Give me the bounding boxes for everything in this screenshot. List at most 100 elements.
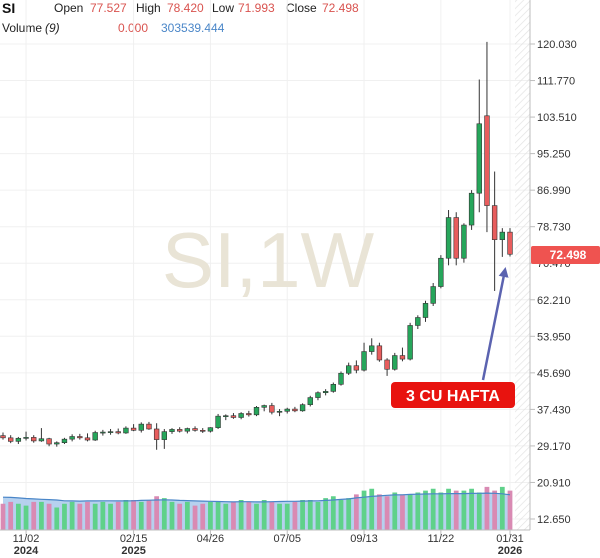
candle-body xyxy=(69,436,75,440)
candle-body xyxy=(422,303,429,318)
candle-body xyxy=(223,415,229,418)
candle xyxy=(84,433,91,442)
volume-bar xyxy=(231,501,236,530)
y-tick-label: 45.690 xyxy=(537,368,571,380)
volume-bar xyxy=(184,501,190,530)
x-tick-year: 2024 xyxy=(14,545,39,557)
volume-bar xyxy=(377,494,382,530)
volume-bar xyxy=(154,496,160,530)
grid xyxy=(0,0,530,530)
candle-body xyxy=(23,437,29,439)
volume-bar xyxy=(277,503,282,530)
candle-body xyxy=(200,430,206,432)
candle-body xyxy=(138,423,144,431)
candle-body xyxy=(77,436,83,439)
volume-bar xyxy=(330,496,336,530)
candle-body xyxy=(315,392,321,398)
candle xyxy=(353,360,360,374)
y-tick-label: 86.990 xyxy=(537,185,571,197)
candles xyxy=(0,41,513,450)
volume-bar xyxy=(92,503,98,530)
candle-body xyxy=(484,115,490,206)
volume-bar xyxy=(492,490,498,530)
volume-bar xyxy=(346,498,352,530)
candle xyxy=(77,433,83,440)
volume-bar xyxy=(31,501,37,530)
candle-body xyxy=(177,429,183,432)
volume-bar xyxy=(177,503,183,530)
volume-bar xyxy=(300,500,305,530)
candle xyxy=(123,426,129,434)
candle-body xyxy=(299,404,306,412)
volume-bar xyxy=(469,488,474,530)
candle xyxy=(92,430,98,441)
candle-body xyxy=(491,205,498,240)
candle-body xyxy=(15,437,22,442)
candle xyxy=(361,342,367,372)
volume-bar xyxy=(446,488,451,530)
candle-body xyxy=(499,231,505,240)
candle-body xyxy=(284,408,290,412)
candle-body xyxy=(230,415,237,418)
volume-bar xyxy=(361,490,367,530)
volume-bar xyxy=(315,501,321,530)
candle-body xyxy=(84,437,91,441)
volume-bar xyxy=(407,494,413,530)
candle xyxy=(0,432,6,440)
volume-bar xyxy=(507,490,513,530)
candle-body xyxy=(453,217,459,259)
candle-body xyxy=(161,431,167,440)
price-tag-bg xyxy=(531,246,600,264)
volume-bar xyxy=(261,500,267,530)
volume-bar xyxy=(169,501,175,530)
candle xyxy=(276,409,283,417)
candle-body xyxy=(276,410,283,413)
x-tick-label: 09/13 xyxy=(350,533,378,545)
candle xyxy=(415,315,421,330)
candle-body xyxy=(0,435,6,439)
volume-bar xyxy=(0,503,6,530)
high-value: 78.420 xyxy=(167,1,204,15)
candle xyxy=(230,413,237,419)
candle-body xyxy=(507,231,513,255)
candle-body xyxy=(346,365,352,374)
volume-param: (9) xyxy=(45,21,60,35)
last-price-tag: 72.498 xyxy=(531,246,600,264)
volume-bar xyxy=(292,501,298,530)
volume-bar xyxy=(415,492,421,530)
candle xyxy=(38,428,45,442)
candle xyxy=(223,414,229,421)
volume-bar xyxy=(77,503,83,530)
candle-body xyxy=(107,431,114,433)
chart-header: SI Open 77.527 High 78.420 Low 71.993 Cl… xyxy=(0,0,600,38)
candle-body xyxy=(130,427,137,431)
candle xyxy=(161,428,167,449)
future-area-hatch xyxy=(515,0,530,530)
candle-body xyxy=(92,432,98,441)
high-label: High xyxy=(136,1,161,15)
volume-bar xyxy=(307,500,313,530)
x-tick-year: 2025 xyxy=(121,545,145,557)
volume-bar xyxy=(161,498,167,530)
y-tick-label: 95.250 xyxy=(537,149,571,161)
candle xyxy=(115,428,121,435)
volume-bar xyxy=(146,500,152,530)
candle-body xyxy=(307,397,313,405)
candle-body xyxy=(438,257,444,287)
y-tick-label: 37.430 xyxy=(537,404,571,416)
candle xyxy=(422,300,429,322)
candle-body xyxy=(376,345,383,361)
volume-bar xyxy=(69,501,75,530)
candle-body xyxy=(100,431,106,434)
x-tick-label: 11/02 xyxy=(13,533,40,545)
volume-bar xyxy=(46,503,52,530)
candle-body xyxy=(146,423,152,430)
candle xyxy=(207,427,214,433)
candle-body xyxy=(415,317,421,326)
x-tick-year: 2026 xyxy=(498,545,522,557)
close-label: Close xyxy=(286,1,317,15)
candle xyxy=(369,338,375,355)
candle xyxy=(392,352,398,371)
volume-bar xyxy=(54,507,60,530)
